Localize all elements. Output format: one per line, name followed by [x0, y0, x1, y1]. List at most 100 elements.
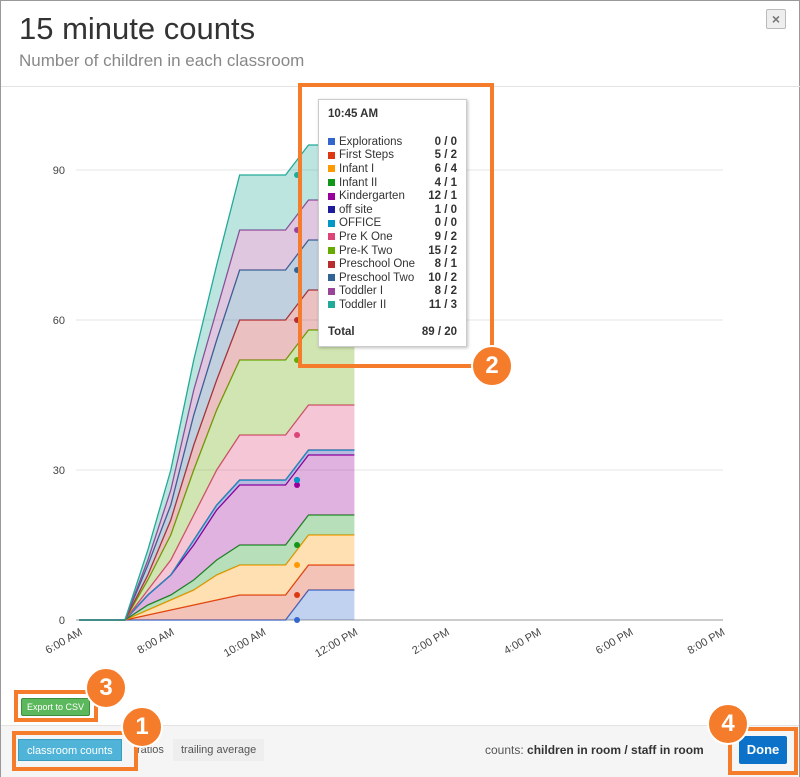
- series-name: Preschool One: [339, 258, 416, 271]
- hover-point: [294, 432, 301, 438]
- tooltip-row: Explorations 0 / 0: [328, 135, 457, 149]
- hover-point: [294, 617, 301, 623]
- hover-point: [294, 477, 301, 483]
- series-swatch: [328, 287, 335, 295]
- series-swatch: [328, 233, 335, 241]
- series-value: 10 / 2: [428, 271, 457, 284]
- tooltip-row: Pre K One 9 / 2: [328, 230, 457, 244]
- series-swatch: [328, 179, 335, 187]
- annotation-badge-2: 2: [471, 345, 513, 387]
- hover-point: [294, 482, 301, 488]
- series-value: 8 / 1: [434, 258, 457, 271]
- series-value: 12 / 1: [428, 190, 457, 203]
- series-swatch: [328, 151, 335, 159]
- total-label: Total: [328, 325, 355, 338]
- series-value: 5 / 2: [434, 149, 457, 162]
- series-name: Explorations: [339, 135, 403, 148]
- series-swatch: [328, 192, 335, 200]
- tooltip-row: Infant II 4 / 1: [328, 176, 457, 190]
- y-tick-label: 60: [53, 315, 65, 327]
- line-toddler-ii: [79, 144, 355, 621]
- done-button[interactable]: Done: [739, 736, 787, 764]
- note-text: children in room / staff in room: [527, 743, 704, 757]
- x-tick-label: 8:00 AM: [135, 626, 176, 657]
- chart-tooltip: 10:45 AM Explorations 0 / 0 First Steps 5 /…: [318, 99, 467, 347]
- series-swatch: [328, 219, 335, 227]
- hover-point: [294, 562, 301, 568]
- note-prefix: counts:: [485, 743, 524, 757]
- tab-classroom-counts[interactable]: classroom counts: [18, 739, 122, 761]
- series-swatch: [328, 301, 335, 309]
- area-infant-ii: [79, 515, 355, 620]
- y-tick-label: 0: [59, 615, 65, 627]
- page-subtitle: Number of children in each classroom: [19, 51, 305, 70]
- page-title: 15 minute counts: [19, 11, 256, 46]
- area-pre-k-two: [79, 330, 355, 620]
- x-tick-label: 6:00 AM: [44, 626, 85, 657]
- series-swatch: [328, 260, 335, 268]
- series-value: 1 / 0: [434, 203, 457, 216]
- series-name: OFFICE: [339, 217, 382, 230]
- series-name: Preschool Two: [339, 271, 415, 284]
- x-tick-label: 6:00 PM: [594, 626, 635, 657]
- stacked-area-chart: 0 30 60 90 6:00 AM 8:00 AM 10:00 AM 12:00 PM 2:0…: [44, 144, 727, 660]
- tooltip-row: OFFICE 0 / 0: [328, 217, 457, 231]
- x-tick-label: 12:00 PM: [313, 626, 360, 660]
- tooltip-total: Total 89 / 20: [328, 326, 457, 338]
- annotation-badge-4: 4: [707, 703, 749, 745]
- x-tick-label: 4:00 PM: [502, 626, 543, 657]
- tooltip-row: Pre-K Two 15 / 2: [328, 244, 457, 258]
- area-explorations: [79, 590, 355, 620]
- area-infant-i: [79, 535, 355, 620]
- tooltip-row: First Steps 5 / 2: [328, 149, 457, 163]
- hover-point: [294, 592, 301, 598]
- tooltip-row: Preschool Two 10 / 2: [328, 271, 457, 285]
- series-name: Pre K One: [339, 230, 393, 243]
- series-value: 9 / 2: [434, 230, 457, 243]
- export-csv-button[interactable]: Export to CSV: [21, 698, 91, 716]
- annotation-badge-1: 1: [121, 706, 163, 748]
- tooltip-row: Kindergarten 12 / 1: [328, 189, 457, 203]
- total-value: 89 / 20: [421, 325, 457, 338]
- tooltip-row: Toddler II 11 / 3: [328, 298, 457, 312]
- tab-trailing-average[interactable]: trailing average: [173, 739, 265, 761]
- series-name: Infant II: [339, 176, 378, 189]
- series-value: 4 / 1: [434, 176, 457, 189]
- y-tick-label: 90: [53, 165, 65, 177]
- x-tick-label: 10:00 AM: [222, 626, 268, 660]
- series-name: Infant I: [339, 162, 375, 175]
- series-value: 0 / 0: [434, 135, 457, 148]
- series-swatch: [328, 247, 335, 255]
- area-first-steps: [79, 565, 355, 620]
- area-kindergarten: [79, 455, 355, 620]
- x-tick-label: 2:00 PM: [410, 626, 451, 657]
- close-button[interactable]: ×: [766, 9, 786, 29]
- series-value: 11 / 3: [428, 298, 457, 311]
- x-tick-label: 8:00 PM: [686, 626, 727, 657]
- series-name: Kindergarten: [339, 190, 405, 203]
- series-swatch: [328, 165, 335, 173]
- annotation-box-2: [298, 83, 494, 368]
- series-name: Toddler II: [339, 298, 387, 311]
- series-name: off site: [339, 203, 373, 216]
- tooltip-row: Preschool One 8 / 1: [328, 257, 457, 271]
- tooltip-row: Infant I 6 / 4: [328, 162, 457, 176]
- series-value: 0 / 0: [434, 217, 457, 230]
- tooltip-row: Toddler I 8 / 2: [328, 285, 457, 299]
- y-tick-label: 30: [53, 465, 65, 477]
- series-value: 8 / 2: [434, 285, 457, 298]
- annotation-box-1: [12, 731, 138, 771]
- series-swatch: [328, 206, 335, 214]
- series-swatch: [328, 138, 335, 146]
- tooltip-row: off site 1 / 0: [328, 203, 457, 217]
- hover-point: [294, 542, 301, 548]
- series-swatch: [328, 274, 335, 282]
- tooltip-time: 10:45 AM: [328, 108, 379, 120]
- area-pre-k-one: [79, 405, 355, 620]
- series-value: 15 / 2: [428, 244, 457, 257]
- annotation-badge-3: 3: [85, 667, 127, 709]
- series-name: First Steps: [339, 149, 394, 162]
- series-name: Pre-K Two: [339, 244, 393, 257]
- series-value: 6 / 4: [434, 162, 457, 175]
